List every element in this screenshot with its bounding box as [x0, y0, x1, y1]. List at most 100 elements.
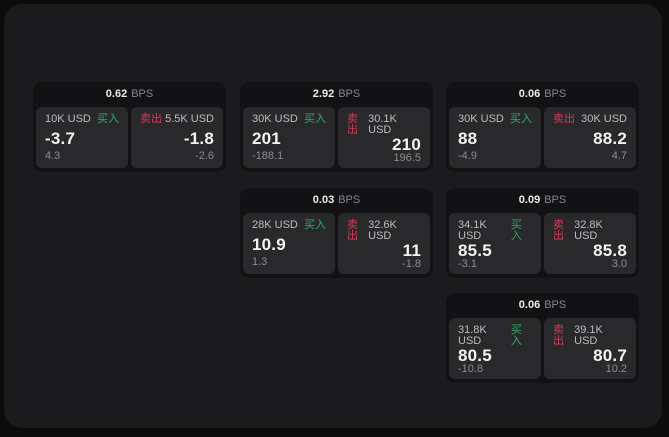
sell-tile[interactable]: 卖出 32.6K USD 11 -1.8: [338, 213, 430, 274]
spread-value: 0.06: [518, 299, 541, 311]
spread-value: 0.06: [518, 88, 541, 100]
spread-unit: BPS: [544, 194, 567, 206]
buy-amount: 10K USD: [45, 113, 91, 125]
spread-header: 0.62 BPS: [33, 82, 226, 107]
buy-delta: -188.1: [252, 150, 284, 162]
sell-tile[interactable]: 卖出 5.5K USD -1.8 -2.6: [131, 107, 223, 168]
buy-delta: 4.3: [45, 150, 61, 162]
quote-card: 0.62 BPS 10K USD 买入 -3.7 4.3 卖出 5.5K USD: [33, 82, 226, 172]
buy-delta: -10.8: [458, 363, 484, 375]
sell-tile-header: 卖出 32.8K USD: [553, 220, 627, 242]
buy-delta: -3.1: [458, 258, 477, 270]
sell-tile[interactable]: 卖出 39.1K USD 80.7 10.2: [544, 318, 636, 379]
buy-tile[interactable]: 30K USD 买入 201 -188.1: [243, 107, 335, 168]
quotes-panel: 0.62 BPS 10K USD 买入 -3.7 4.3 卖出 5.5K USD: [4, 4, 662, 428]
spread-value: 0.03: [312, 194, 335, 206]
quote-card: 0.03 BPS 28K USD 买入 10.9 1.3 卖出 32.6K US…: [240, 188, 433, 278]
buy-tile-header: 10K USD 买入: [45, 114, 119, 125]
sell-tile[interactable]: 卖出 32.8K USD 85.8 3.0: [544, 213, 636, 274]
sell-amount: 30.1K USD: [368, 113, 397, 136]
buy-label: 买入: [510, 113, 532, 125]
quote-body: 31.8K USD 买入 80.5 -10.8 卖出 39.1K USD 80.…: [446, 318, 639, 379]
buy-amount: 34.1K USD: [458, 219, 487, 242]
buy-price: 80.5: [458, 346, 492, 365]
sell-amount: 5.5K USD: [165, 113, 214, 125]
sell-delta: -1.8: [402, 258, 421, 270]
spread-value: 0.62: [105, 88, 128, 100]
buy-label: 买入: [510, 324, 522, 347]
sell-label: 卖出: [347, 113, 358, 136]
quote-card: 0.06 BPS 31.8K USD 买入 80.5 -10.8 卖出 39.1…: [446, 293, 639, 383]
sell-delta: 196.5: [393, 152, 421, 164]
sell-tile-header: 卖出 30.1K USD: [347, 114, 421, 136]
buy-tile-header: 34.1K USD 买入: [458, 220, 532, 242]
buy-amount: 30K USD: [252, 113, 298, 125]
sell-price: 210: [392, 135, 421, 154]
buy-label: 买入: [304, 219, 326, 231]
quote-body: 30K USD 买入 201 -188.1 卖出 30.1K USD 210 1…: [240, 107, 433, 168]
buy-amount: 31.8K USD: [458, 324, 487, 347]
spread-header: 2.92 BPS: [240, 82, 433, 107]
quote-body: 34.1K USD 买入 85.5 -3.1 卖出 32.8K USD 85.8…: [446, 213, 639, 274]
spread-header: 0.03 BPS: [240, 188, 433, 213]
sell-price: -1.8: [183, 128, 214, 148]
sell-delta: 4.7: [611, 150, 627, 162]
buy-tile[interactable]: 10K USD 买入 -3.7 4.3: [36, 107, 128, 168]
sell-amount: 30K USD: [581, 113, 627, 125]
quote-body: 10K USD 买入 -3.7 4.3 卖出 5.5K USD -1.8 -2.…: [33, 107, 226, 168]
sell-delta: 3.0: [611, 258, 627, 270]
spread-header: 0.06 BPS: [446, 82, 639, 107]
quote-card: 0.09 BPS 34.1K USD 买入 85.5 -3.1 卖出 32.8K…: [446, 188, 639, 278]
buy-tile-header: 28K USD 买入: [252, 220, 326, 231]
buy-price: 10.9: [252, 234, 286, 254]
buy-tile-header: 30K USD 买入: [252, 114, 326, 125]
sell-label: 卖出: [347, 219, 358, 242]
sell-delta: 10.2: [605, 363, 627, 375]
sell-label: 卖出: [553, 324, 564, 347]
sell-amount: 32.6K USD: [368, 219, 397, 242]
buy-tile[interactable]: 31.8K USD 买入 80.5 -10.8: [449, 318, 541, 379]
spread-header: 0.06 BPS: [446, 293, 639, 318]
buy-label: 买入: [304, 113, 326, 125]
buy-price: 85.5: [458, 241, 492, 260]
buy-price: 88: [458, 128, 478, 148]
quote-body: 30K USD 买入 88 -4.9 卖出 30K USD 88.2 4.7: [446, 107, 639, 168]
quote-body: 28K USD 买入 10.9 1.3 卖出 32.6K USD 11 -1.8: [240, 213, 433, 274]
spread-unit: BPS: [338, 194, 361, 206]
quote-card: 2.92 BPS 30K USD 买入 201 -188.1 卖出 30.1K …: [240, 82, 433, 172]
sell-tile-header: 卖出 39.1K USD: [553, 325, 627, 347]
spread-value: 2.92: [312, 88, 335, 100]
sell-label: 卖出: [553, 219, 564, 242]
sell-price: 80.7: [593, 346, 627, 365]
buy-tile[interactable]: 34.1K USD 买入 85.5 -3.1: [449, 213, 541, 274]
sell-tile[interactable]: 卖出 30K USD 88.2 4.7: [544, 107, 636, 168]
sell-label: 卖出: [140, 113, 162, 125]
sell-tile-header: 卖出 5.5K USD: [140, 114, 214, 125]
buy-amount: 28K USD: [252, 219, 298, 231]
buy-amount: 30K USD: [458, 113, 504, 125]
buy-tile-header: 30K USD 买入: [458, 114, 532, 125]
quote-card: 0.06 BPS 30K USD 买入 88 -4.9 卖出 30K USD: [446, 82, 639, 172]
sell-tile[interactable]: 卖出 30.1K USD 210 196.5: [338, 107, 430, 168]
spread-unit: BPS: [544, 299, 567, 311]
buy-label: 买入: [97, 113, 119, 125]
sell-price: 88.2: [593, 128, 627, 148]
sell-tile-header: 卖出 30K USD: [553, 114, 627, 125]
sell-delta: -2.6: [195, 150, 214, 162]
buy-delta: -4.9: [458, 150, 477, 162]
buy-label: 买入: [510, 219, 522, 242]
sell-amount: 32.8K USD: [574, 219, 603, 242]
sell-tile-header: 卖出 32.6K USD: [347, 220, 421, 242]
sell-price: 85.8: [593, 241, 627, 260]
sell-label: 卖出: [553, 113, 575, 125]
buy-tile[interactable]: 30K USD 买入 88 -4.9: [449, 107, 541, 168]
buy-price: 201: [252, 128, 281, 148]
buy-tile-header: 31.8K USD 买入: [458, 325, 532, 347]
spread-unit: BPS: [338, 88, 361, 100]
buy-tile[interactable]: 28K USD 买入 10.9 1.3: [243, 213, 335, 274]
sell-amount: 39.1K USD: [574, 324, 603, 347]
spread-header: 0.09 BPS: [446, 188, 639, 213]
spread-unit: BPS: [544, 88, 567, 100]
buy-price: -3.7: [45, 128, 76, 148]
